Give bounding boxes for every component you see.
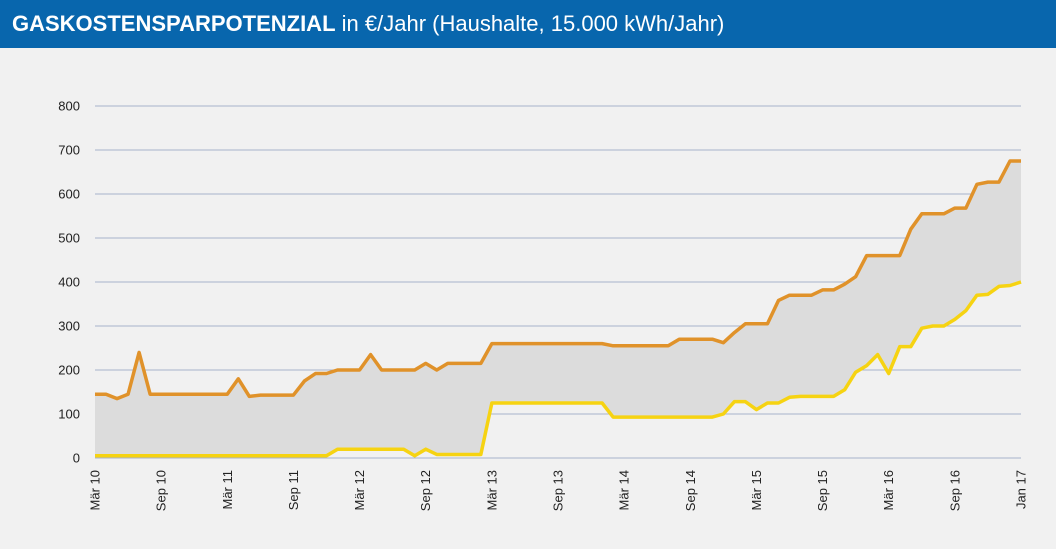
x-tick-label: Mär 11 — [220, 470, 235, 510]
x-tick-label: Sep 12 — [418, 470, 433, 511]
y-tick-label: 800 — [58, 99, 80, 114]
y-tick-label: 400 — [58, 275, 80, 290]
y-tick-label: 600 — [58, 187, 80, 202]
x-tick-label: Jan 17 — [1014, 470, 1029, 509]
y-tick-label: 100 — [58, 407, 80, 422]
x-tick-label: Mär 12 — [352, 470, 367, 510]
x-tick-label: Sep 11 — [286, 470, 301, 510]
y-tick-label: 700 — [58, 143, 80, 158]
x-tick-label: Mär 15 — [749, 470, 764, 510]
x-tick-label: Sep 15 — [815, 470, 830, 511]
series-line — [95, 280, 1022, 458]
y-tick-label: 0 — [73, 451, 80, 466]
y-tick-label: 200 — [58, 363, 80, 378]
x-tick-label: Mär 13 — [484, 470, 499, 510]
series-line — [95, 159, 1021, 401]
y-tick-label: 300 — [58, 319, 80, 334]
chart-title: GASKOSTENSPARPOTENZIAL — [12, 11, 336, 36]
x-tick-label: Sep 13 — [551, 470, 566, 511]
header: GASKOSTENSPARPOTENZIAL in €/Jahr (Hausha… — [0, 0, 1056, 48]
range-fill — [95, 161, 1021, 456]
x-tick-label: Sep 10 — [154, 470, 169, 511]
x-tick-label: Sep 16 — [947, 470, 962, 511]
x-tick-label: Mär 16 — [881, 470, 896, 510]
x-tick-label: Mär 14 — [617, 470, 632, 510]
chart: 0 100 200 300 400 500 600 700 800 Mär 10 Sep 10 Mär… — [58, 99, 1029, 512]
x-tick-label: Sep 14 — [683, 470, 698, 511]
x-tick-label: Mär 10 — [88, 470, 103, 510]
y-tick-label: 500 — [58, 231, 80, 246]
chart-subtitle: in €/Jahr (Haushalte, 15.000 kWh/Jahr) — [341, 11, 725, 36]
